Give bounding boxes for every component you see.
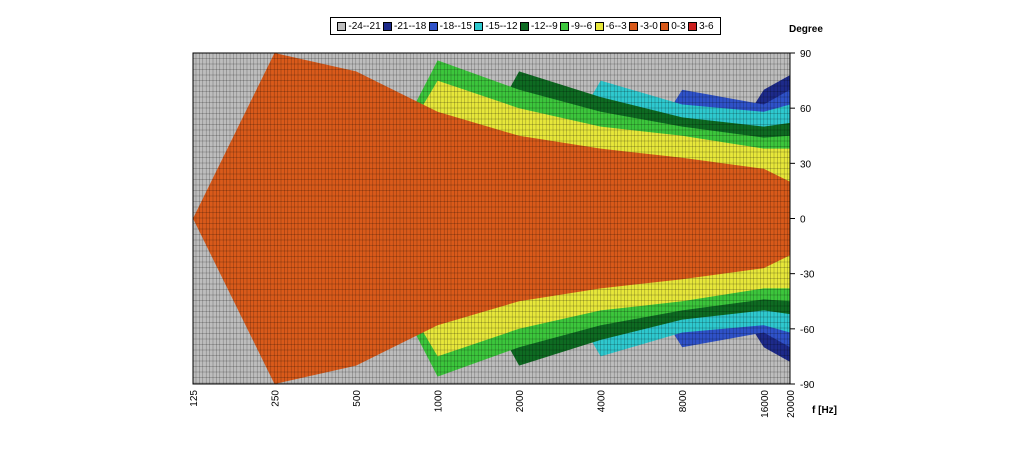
- x-tick-label: 500: [352, 390, 363, 407]
- x-tick-label: 4000: [597, 390, 608, 413]
- legend-swatch: [519, 21, 529, 31]
- legend-swatch: [474, 21, 484, 31]
- legend-label: -15--12: [485, 20, 518, 32]
- x-tick-label: 125: [189, 390, 200, 407]
- legend-item: -12--9: [519, 20, 558, 32]
- legend-label: -24--21: [348, 20, 381, 32]
- x-tick-label: 20000: [786, 390, 797, 418]
- x-tick-label: 1000: [434, 390, 445, 413]
- chart-legend: -24--21 -21--18 -18--15 -15--12 -12--9 -9--6-…: [330, 17, 721, 35]
- legend-label: -9--6: [571, 20, 593, 32]
- y-tick-label: 90: [800, 49, 812, 60]
- legend-item: 0-3: [660, 20, 686, 32]
- y-tick-label: 0: [800, 215, 806, 226]
- x-tick-label: 8000: [678, 390, 689, 413]
- legend-swatch: [383, 21, 393, 31]
- legend-swatch: [428, 21, 438, 31]
- legend-label: -12--9: [530, 20, 558, 32]
- legend-swatch: [337, 21, 347, 31]
- legend-label: 3-6: [699, 20, 714, 32]
- legend-item: -9--6: [560, 21, 592, 32]
- x-tick-label: 2000: [515, 390, 526, 413]
- legend-label: -3-0: [640, 20, 658, 32]
- legend-swatch: [560, 21, 570, 31]
- x-tick-label: 16000: [760, 390, 771, 418]
- x-tick-label: 250: [271, 390, 282, 407]
- legend-label: -21--18: [394, 20, 427, 32]
- legend-item: -3-0: [629, 21, 658, 32]
- y-tick-label: 60: [800, 104, 812, 115]
- y-tick-label: 30: [800, 159, 812, 170]
- y-axis-title: Degree: [789, 24, 823, 35]
- legend-label: 0-3: [671, 20, 686, 32]
- legend-swatch: [660, 21, 670, 31]
- legend-swatch: [629, 21, 639, 31]
- legend-item: -6--3: [594, 20, 627, 32]
- legend-swatch: [594, 21, 604, 31]
- legend-label: -6--3: [605, 20, 627, 32]
- legend-item: -21--18: [383, 21, 426, 32]
- legend-item: 3-6: [688, 20, 714, 32]
- legend-item: -18--15: [428, 20, 472, 32]
- x-axis-title: f [Hz]: [812, 405, 837, 416]
- legend-item: -15--12: [474, 20, 518, 32]
- legend-swatch: [688, 21, 698, 31]
- y-tick-label: -90: [800, 380, 815, 391]
- legend-item: -24--21: [337, 20, 381, 32]
- y-tick-label: -60: [800, 325, 815, 336]
- legend-label: -18--15: [439, 20, 472, 32]
- y-tick-label: -30: [800, 270, 815, 281]
